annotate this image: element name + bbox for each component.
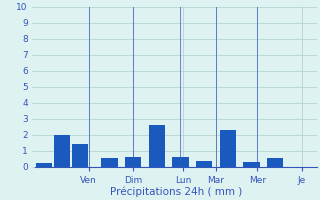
Bar (220, 130, 236, 167)
Bar (148, 125, 165, 167)
X-axis label: Précipitations 24h ( mm ): Précipitations 24h ( mm ) (110, 186, 242, 197)
Bar (36, 163, 52, 167)
Bar (125, 157, 141, 167)
Bar (196, 161, 212, 167)
Bar (243, 162, 260, 167)
Bar (72, 144, 88, 167)
Bar (172, 157, 188, 167)
Bar (54, 135, 70, 167)
Bar (267, 158, 283, 167)
Bar (101, 158, 117, 167)
